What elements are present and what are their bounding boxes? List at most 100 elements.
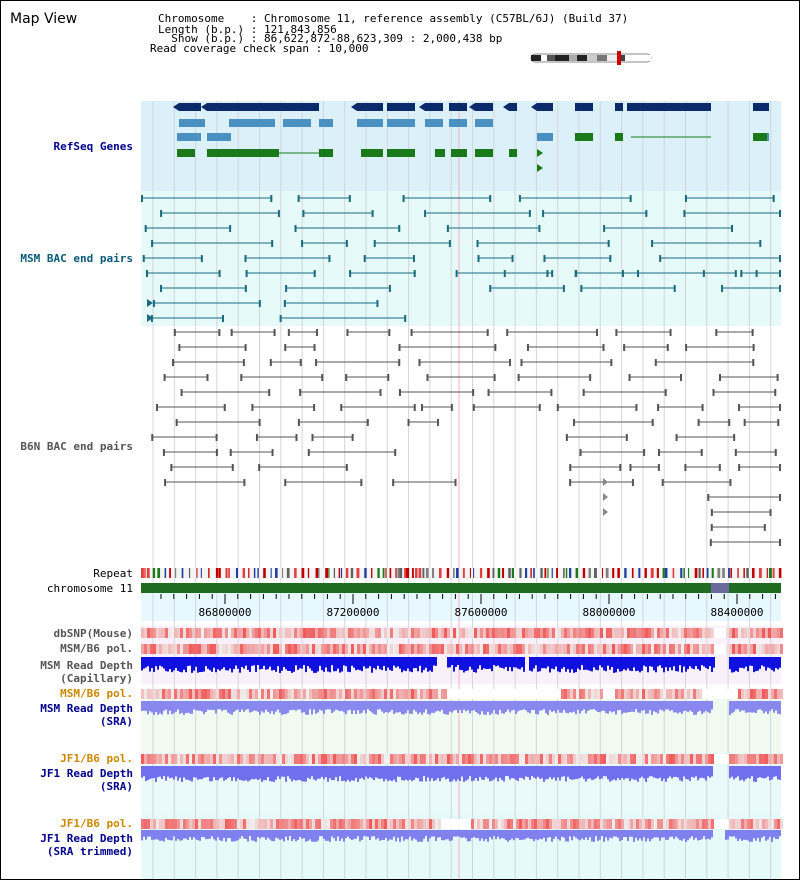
jf1-pol-heat xyxy=(720,754,723,764)
dbsnp-heat xyxy=(504,628,507,638)
track-label-msm-depth-capillary[interactable]: MSM Read Depth (Capillary) xyxy=(40,659,133,685)
jf1-trim-depth xyxy=(581,830,583,839)
msm-sra-depth xyxy=(187,701,189,713)
jf1-trim-depth xyxy=(299,830,301,837)
jf1-trim-depth xyxy=(185,830,187,839)
msm-pol-heat xyxy=(699,644,702,654)
msm-capillary-depth xyxy=(357,657,359,670)
track-label-jf1-depth-sra[interactable]: JF1 Read Depth (SRA) xyxy=(40,767,133,793)
repeat-element xyxy=(680,568,683,578)
track-label-refseq[interactable]: RefSeq Genes xyxy=(53,140,133,153)
jf1-pol-heat xyxy=(636,754,639,764)
msm-sra-depth xyxy=(619,701,621,710)
jf1-trim-depth xyxy=(245,830,247,839)
dbsnp-heat xyxy=(537,628,540,638)
jf1-trim-depth xyxy=(465,830,467,839)
jf1-pol-heat xyxy=(618,754,621,764)
msm-capillary-depth xyxy=(517,657,519,669)
jf1-sra-depth xyxy=(583,766,585,779)
jf1-sra-depth xyxy=(195,766,197,778)
msm-sra-depth xyxy=(251,701,253,712)
track-label-jf1-depth-trimmed[interactable]: JF1 Read Depth (SRA trimmed) xyxy=(40,832,133,858)
msm-bac-pair-end xyxy=(141,195,144,202)
track-label-b6n-bac[interactable]: B6N BAC end pairs xyxy=(20,440,133,453)
b6n-bac-pair-end xyxy=(255,434,258,441)
jf1-pol-heat xyxy=(744,754,747,764)
jf1-sra-depth xyxy=(605,766,607,777)
track-label-msm-bac[interactable]: MSM BAC end pairs xyxy=(20,252,133,265)
repeat-element xyxy=(582,568,586,578)
jf1-trim-depth xyxy=(483,830,485,841)
jf1-trim-depth xyxy=(655,830,657,838)
msm-bac-pair-end xyxy=(221,315,224,322)
dbsnp-heat xyxy=(699,628,702,638)
jf1-pol-heat-2 xyxy=(483,819,486,829)
msm-pol-heat xyxy=(378,644,381,654)
msm-capillary-depth xyxy=(613,657,615,673)
repeat-element xyxy=(377,568,380,578)
msm-sra-depth xyxy=(315,701,317,714)
msm-capillary-depth xyxy=(683,657,685,667)
track-label-dbsnp[interactable]: dbSNP(Mouse) xyxy=(53,627,133,640)
msm-bac-pair-end xyxy=(477,255,480,262)
dbsnp-heat xyxy=(297,628,300,638)
msm-sra-depth xyxy=(219,701,221,710)
msm-pol-heat-2 xyxy=(153,689,156,699)
track-label-jf1-b6-pol-2[interactable]: JF1/B6 pol. xyxy=(60,817,133,830)
msm-bac-pair-end xyxy=(279,315,282,322)
jf1-pol-heat-2 xyxy=(609,819,612,829)
jf1-pol-heat xyxy=(387,754,390,764)
track-label-msm-b6-pol-1[interactable]: MSM/B6 pol. xyxy=(60,642,133,655)
jf1-pol-heat-2 xyxy=(552,819,555,829)
msm-pol-heat-2 xyxy=(279,689,282,699)
jf1-sra-depth xyxy=(533,766,535,778)
jf1-pol-heat-2 xyxy=(450,819,453,829)
msm-pol-heat-2 xyxy=(567,689,570,699)
msm-sra-depth xyxy=(513,701,515,710)
repeat-element xyxy=(146,568,150,578)
repeat-element xyxy=(656,568,659,578)
msm-sra-depth xyxy=(531,701,533,710)
dbsnp-heat xyxy=(171,628,174,638)
dbsnp-heat xyxy=(345,628,348,638)
msm-pol-heat-2 xyxy=(549,689,552,699)
msm-capillary-depth xyxy=(557,657,559,672)
msm-pol-heat xyxy=(441,644,444,654)
dbsnp-heat xyxy=(672,628,675,638)
msm-capillary-depth xyxy=(435,657,437,666)
repeat-element xyxy=(157,568,161,578)
msm-capillary-depth xyxy=(313,657,315,673)
msm-capillary-depth xyxy=(165,657,167,672)
dbsnp-heat xyxy=(525,628,528,638)
b6n-bac-pair-end xyxy=(715,329,718,336)
msm-sra-depth xyxy=(439,701,441,712)
msm-sra-depth xyxy=(623,701,625,713)
dbsnp-heat xyxy=(675,628,678,638)
jf1-trim-depth xyxy=(569,830,571,837)
msm-pol-heat xyxy=(381,644,384,654)
track-label-jf1-b6-pol-1[interactable]: JF1/B6 pol. xyxy=(60,752,133,765)
msm-capillary-depth xyxy=(207,657,209,669)
dbsnp-heat xyxy=(468,628,471,638)
jf1-pol-heat xyxy=(237,754,240,764)
jf1-trim-depth xyxy=(325,830,327,841)
jf1-trim-depth xyxy=(469,830,471,842)
jf1-trim-depth xyxy=(725,830,727,840)
msm-sra-depth xyxy=(583,701,585,710)
msm-capillary-depth xyxy=(651,657,653,667)
track-label-msm-depth-sra[interactable]: MSM Read Depth (SRA) xyxy=(40,702,133,728)
track-label-msm-b6-pol-2[interactable]: MSM/B6 pol. xyxy=(60,687,133,700)
dbsnp-heat xyxy=(483,628,486,638)
msm-capillary-depth xyxy=(453,657,455,672)
dbsnp-heat xyxy=(231,628,234,638)
jf1-pol-heat xyxy=(195,754,198,764)
msm-pol-heat-2 xyxy=(180,689,183,699)
msm-sra-depth xyxy=(701,701,703,715)
jf1-trim-depth xyxy=(379,830,381,841)
repeat-element xyxy=(418,568,422,578)
jf1-pol-heat-2 xyxy=(636,819,639,829)
dbsnp-heat xyxy=(549,628,552,638)
dbsnp-heat xyxy=(540,628,543,638)
dbsnp-heat xyxy=(180,628,183,638)
jf1-pol-heat-2 xyxy=(639,819,642,829)
